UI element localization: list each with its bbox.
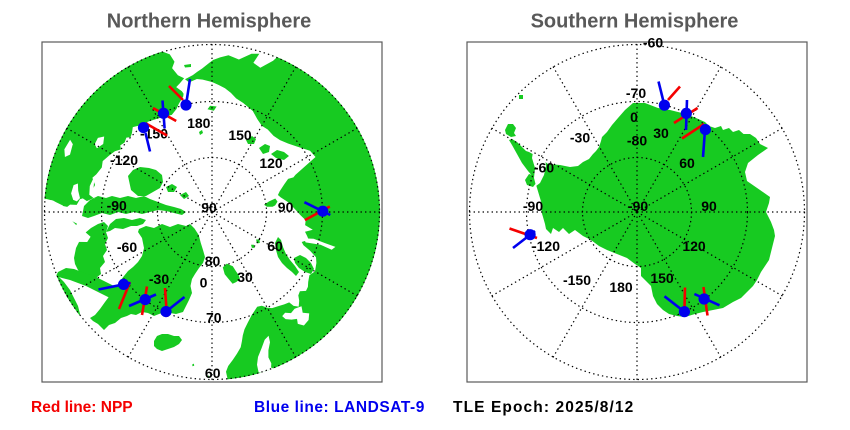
svg-text:150: 150 xyxy=(228,127,252,143)
svg-text:-70: -70 xyxy=(626,85,646,101)
svg-text:90: 90 xyxy=(278,199,294,215)
svg-text:-60: -60 xyxy=(117,239,137,255)
svg-text:-30: -30 xyxy=(149,271,169,287)
svg-text:Southern Hemisphere: Southern Hemisphere xyxy=(531,11,739,33)
svg-text:0: 0 xyxy=(630,109,638,125)
svg-text:0: 0 xyxy=(200,275,208,291)
svg-text:-60: -60 xyxy=(643,35,663,51)
svg-text:150: 150 xyxy=(650,270,674,286)
svg-text:-90: -90 xyxy=(628,198,648,214)
svg-text:-120: -120 xyxy=(110,152,138,168)
svg-text:70: 70 xyxy=(206,309,222,325)
svg-text:180: 180 xyxy=(187,115,211,131)
svg-text:-30: -30 xyxy=(570,130,590,146)
svg-text:-90: -90 xyxy=(523,198,543,214)
svg-text:30: 30 xyxy=(237,269,253,285)
svg-text:90: 90 xyxy=(701,198,717,214)
svg-text:TLE Epoch: 2025/8/12: TLE Epoch: 2025/8/12 xyxy=(453,399,634,416)
svg-text:Red line: NPP: Red line: NPP xyxy=(31,399,133,416)
svg-text:30: 30 xyxy=(653,125,669,141)
svg-text:-150: -150 xyxy=(563,272,591,288)
svg-text:Blue line: LANDSAT-9: Blue line: LANDSAT-9 xyxy=(254,399,425,416)
svg-text:-60: -60 xyxy=(534,160,554,176)
svg-text:-120: -120 xyxy=(532,238,560,254)
svg-text:Northern Hemisphere: Northern Hemisphere xyxy=(107,11,312,33)
svg-text:180: 180 xyxy=(609,279,633,295)
svg-text:120: 120 xyxy=(682,238,706,254)
svg-text:60: 60 xyxy=(267,238,283,254)
svg-text:120: 120 xyxy=(259,155,283,171)
svg-text:90: 90 xyxy=(201,200,217,216)
svg-text:80: 80 xyxy=(205,253,221,269)
svg-text:60: 60 xyxy=(205,365,221,381)
svg-text:60: 60 xyxy=(679,155,695,171)
svg-text:-80: -80 xyxy=(627,133,647,149)
svg-text:-90: -90 xyxy=(107,198,127,214)
